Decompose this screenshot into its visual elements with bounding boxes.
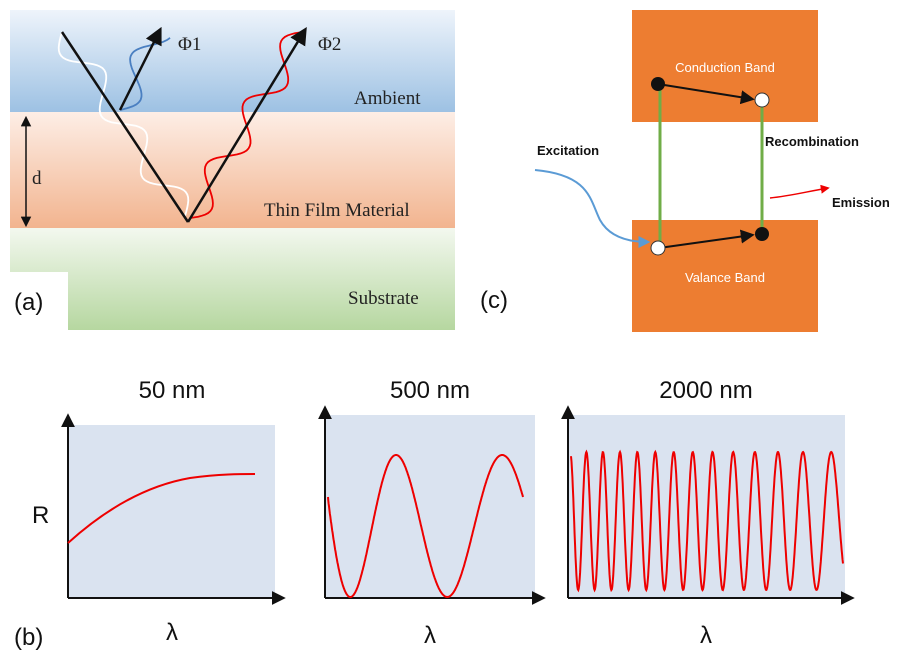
band-label: Valance Band [685, 270, 765, 285]
substrate-layer [10, 228, 455, 330]
excitation-arrow [535, 170, 648, 242]
thickness-label: d [32, 168, 42, 189]
plot-title: 500 nm [390, 377, 470, 404]
y-label: R [32, 502, 49, 529]
electron [755, 227, 769, 241]
x-label: λ [166, 619, 178, 646]
layer-label: Substrate [348, 288, 419, 309]
emission-arrow [770, 188, 828, 198]
hole [755, 93, 769, 107]
panel-label: (b) [14, 624, 43, 651]
band-label: Conduction Band [675, 60, 775, 75]
electron [651, 77, 665, 91]
plot-area [325, 415, 535, 598]
plot-area [68, 425, 275, 598]
process-label: Excitation [537, 143, 599, 158]
hole [651, 241, 665, 255]
beam-label: Φ1 [178, 34, 201, 55]
plot-title: 50 nm [139, 377, 206, 404]
layer-label: Ambient [354, 88, 421, 109]
layer-label: Thin Film Material [264, 200, 410, 221]
process-label: Emission [832, 195, 890, 210]
figure: Φ1 Φ2 Ambient Thin Film Material Substra… [0, 0, 898, 653]
plot-title: 2000 nm [659, 377, 752, 404]
panel-label: (c) [480, 287, 508, 314]
panel-label: (a) [14, 289, 43, 316]
beam-label: Φ2 [318, 34, 341, 55]
x-label: λ [424, 622, 436, 649]
process-label: Recombination [765, 134, 859, 149]
x-label: λ [700, 622, 712, 649]
